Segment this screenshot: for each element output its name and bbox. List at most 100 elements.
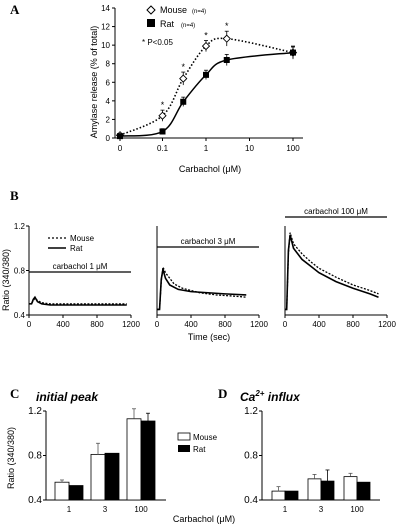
panel-b-trace-rat [29,295,127,306]
panel-c-bar-mouse [54,481,70,501]
significance-star: * [225,21,229,31]
panel-d-bar-mouse [271,490,286,501]
legend-b-mouse-label: Mouse [70,234,95,243]
panel-a-x-tick-label: 0.1 [157,144,169,153]
panel-a-x-tick-label: 100 [286,144,300,153]
panel-b-trace-rat [285,234,379,311]
panel-d-y-tick-label: 1.2 [244,406,258,417]
panel-a-y-tick-label: 10 [101,41,110,50]
panel-a-point-rat [180,98,187,105]
panel-a-y-tick-label: 8 [106,60,111,69]
legend-rat-n: (n=4) [181,23,195,29]
panel-c-bar-rat [140,420,156,501]
panel-b-trace-mouse [285,232,379,311]
panel-d-bar-mouse [343,476,358,501]
legend-mouse-label: Mouse [160,5,187,15]
panel-a-y-tick-label: 0 [106,134,111,143]
panel-cd-x-axis-label: Carbachol (μM) [173,514,235,524]
panel-b-x-tick-label: 400 [56,320,70,329]
panel-a-y-tick-label: 4 [106,97,111,106]
panel-c-bar-mouse [90,453,106,501]
panel-b-trace-mouse [29,297,127,305]
panel-d-title: Ca2+ influx [240,389,301,404]
panel-b-trace-mouse [157,264,247,311]
legend-b-rat-label: Rat [70,244,83,253]
panel-b-x-tick-label: 0 [283,320,288,329]
panel-a-x-tick-label: 1 [204,144,209,153]
panel-d-bar-rat [320,480,335,501]
panel-a-x-tick-label: 0 [118,144,123,153]
legend-c-mouse-label: Mouse [193,433,218,442]
panel-c-y-tick-label: 0.4 [28,495,42,506]
panel-d-bar-rat [356,481,371,501]
panel-b-x-tick-label: 400 [184,320,198,329]
panel-label-a: A [10,2,20,17]
panel-a-y-tick-label: 2 [106,115,111,124]
panel-c-y-axis-label: Ratio (340/380) [6,427,16,489]
panel-b-y-tick-label: 0.8 [14,267,26,276]
panel-b-x-tick-label: 1200 [122,320,140,329]
panel-c-category-label: 100 [134,505,148,514]
panel-a-y-tick-label: 12 [101,23,110,32]
panel-a-x-axis-label: Carbachol (μM) [179,164,241,174]
panel-b-x-tick-label: 800 [218,320,232,329]
panel-b-x-tick-label: 800 [346,320,360,329]
panel-d-category-label: 1 [283,505,288,514]
legend-c-rat-swatch [178,445,190,452]
panel-a-y-tick-label: 14 [101,4,110,13]
panel-b-y-axis-label: Ratio (340/380) [1,249,11,311]
panel-d-y-tick-label: 0.8 [244,451,258,462]
panel-a-point-mouse [179,74,188,83]
panel-b-x-tick-label: 800 [90,320,104,329]
panel-c-y-tick-label: 0.8 [28,451,42,462]
significance-annotation: * P<0.05 [142,38,173,47]
panel-a-point-rat [159,128,166,135]
panel-a-x-tick-label: 10 [245,144,254,153]
panel-c-y-tick-label: 1.2 [28,406,42,417]
panel-c-category-label: 1 [67,505,72,514]
legend-mouse-n: (n=4) [192,9,206,15]
panel-label-c: C [10,386,19,401]
panel-a-point-mouse [201,41,211,51]
panel-d-bar-rat [284,490,299,501]
legend-rat-label: Rat [160,19,175,29]
panel-a-point-mouse [222,34,231,43]
panel-b-x-tick-label: 1200 [250,320,268,329]
panel-b-y-tick-label: 1.2 [14,222,26,231]
panel-b-x-tick-label: 400 [312,320,326,329]
panel-c-title: initial peak [36,390,99,404]
panel-a-line-mouse [119,37,294,136]
panel-c-bar-rat [68,485,84,501]
legend-c-mouse-swatch [177,432,191,441]
panel-b-x-tick-label: 0 [155,320,160,329]
panel-a-point-rat [223,57,230,63]
panel-b-x-tick-label: 0 [27,320,32,329]
legend-c-rat-label: Rat [193,445,206,454]
panel-a-point-rat [203,71,209,78]
panel-b-x-axis-label: Time (sec) [188,332,230,342]
panel-b-y-tick-label: 0.4 [14,311,26,320]
stimulus-label: carbachol 1 μM [53,262,108,271]
significance-star: * [181,62,185,72]
panel-label-d: D [218,386,227,401]
panel-d-category-label: 3 [319,505,324,514]
panel-a-line-rat [119,51,294,137]
panel-b-x-tick-label: 1200 [378,320,396,329]
panel-c-bar-rat [104,452,120,501]
panel-d-y-tick-label: 0.4 [244,495,258,506]
panel-d-category-label: 100 [350,505,364,514]
legend-mouse-marker [146,5,156,15]
panel-a-point-rat [290,49,296,56]
significance-star: * [204,31,208,41]
panel-c-bar-mouse [126,418,142,501]
panel-a-y-axis-label: Amylase release (% of total) [89,26,99,139]
panel-b-trace-rat [157,269,247,311]
legend-rat-marker [147,19,155,27]
panel-a-y-tick-label: 6 [106,78,111,87]
stimulus-label: carbachol 3 μM [181,237,236,246]
panel-d-bar-mouse [307,478,322,501]
panel-a-point-mouse [158,111,167,120]
panel-label-b: B [10,188,19,203]
panel-c-category-label: 3 [103,505,108,514]
